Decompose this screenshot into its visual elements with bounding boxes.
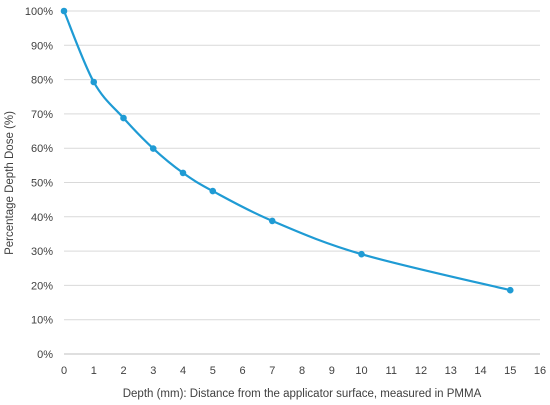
data-point [149,145,157,152]
y-tick-label: 0% [37,349,53,361]
gridlines [64,10,540,321]
y-tick-label: 30% [31,246,53,258]
data-point [506,286,514,294]
x-tick-label: 0 [61,365,67,377]
data-point [90,78,98,86]
series-line [62,9,512,292]
y-tick-label: 40% [31,212,53,224]
data-point [268,217,276,225]
y-tick-label: 70% [31,109,53,121]
x-tick-label: 3 [150,365,156,377]
x-tick-label: 4 [180,365,186,377]
x-tick-label: 12 [415,365,427,377]
x-tick-label: 1 [91,365,97,377]
x-tick-label: 14 [474,365,486,377]
y-axis-title: Percentage Depth Dose (%) [4,111,16,255]
y-tick-label: 80% [31,75,53,87]
y-tick-labels: 0% 10% 20% 30% 40% 50% 60% 70% 80% 90% 100% [25,6,53,361]
y-tick-label: 20% [31,280,53,292]
data-point [209,187,217,195]
data-point [60,7,68,15]
x-tick-label: 8 [299,365,305,377]
y-tick-label: 50% [31,178,53,190]
data-points [60,7,514,294]
x-tick-label: 2 [120,365,126,377]
data-point [179,169,187,177]
x-tick-label: 13 [445,365,457,377]
x-axis-title: Depth (mm): Distance from the applicator… [123,388,482,400]
x-tick-label: 9 [329,365,335,377]
x-tick-label: 6 [239,365,245,377]
x-tick-label: 15 [504,365,516,377]
y-tick-label: 90% [31,40,53,52]
y-tick-label: 100% [25,6,53,18]
data-point [358,250,365,258]
y-tick-label: 60% [31,143,53,155]
x-tick-label: 16 [534,365,546,377]
data-point [120,114,127,122]
series [62,9,512,292]
x-tick-label: 7 [269,365,275,377]
x-tick-label: 10 [355,365,367,377]
x-tick-labels: 0 1 2 3 4 5 6 7 8 9 10 11 12 13 14 15 16 [61,365,546,377]
x-tick-label: 5 [210,365,216,377]
y-tick-label: 10% [31,315,53,327]
x-tick-label: 11 [386,365,397,377]
